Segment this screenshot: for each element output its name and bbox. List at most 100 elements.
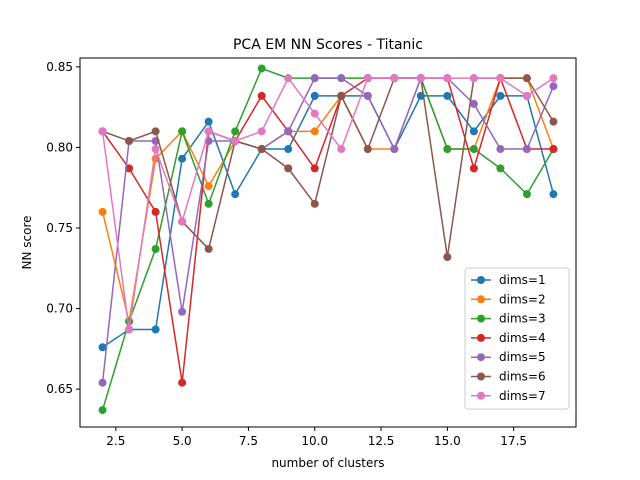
chart-title: PCA EM NN Scores - Titanic xyxy=(233,37,423,53)
legend-label: dims=6 xyxy=(499,370,546,384)
legend-swatch-marker xyxy=(477,391,485,400)
data-point xyxy=(151,207,160,216)
series-line xyxy=(101,77,554,331)
data-point xyxy=(125,164,134,173)
data-point xyxy=(443,145,452,154)
data-point xyxy=(178,154,187,163)
legend-label: dims=2 xyxy=(499,292,546,306)
data-point xyxy=(469,164,478,173)
data-point xyxy=(98,207,107,216)
data-point xyxy=(178,127,187,136)
data-point xyxy=(125,136,134,145)
data-point xyxy=(257,91,266,100)
data-point xyxy=(98,406,107,415)
data-point xyxy=(284,164,293,173)
y-tick-label: 0.75 xyxy=(46,221,73,235)
legend-label: dims=7 xyxy=(499,389,546,403)
data-point xyxy=(310,74,319,83)
data-point xyxy=(98,343,107,352)
legend-item: dims=2 xyxy=(471,292,546,306)
x-tick-label: 15.0 xyxy=(434,434,461,448)
data-point xyxy=(337,145,346,154)
data-point xyxy=(310,164,319,173)
legend-label: dims=3 xyxy=(499,312,546,326)
data-point xyxy=(178,378,187,387)
data-point xyxy=(469,99,478,108)
data-point xyxy=(257,64,266,73)
data-point xyxy=(204,127,213,136)
x-axis: 2.5 5.0 7.5 10.0 12.5 15.0 17.5 xyxy=(106,427,527,448)
legend-label: dims=5 xyxy=(499,350,546,364)
data-point xyxy=(337,74,346,83)
data-point xyxy=(469,127,478,136)
legend-item: dims=3 xyxy=(471,312,546,326)
data-point xyxy=(363,91,372,100)
legend-item: dims=1 xyxy=(471,273,546,287)
data-point xyxy=(496,91,505,100)
legend-swatch-marker xyxy=(477,276,485,284)
data-point xyxy=(496,145,505,154)
data-point xyxy=(337,91,346,100)
data-point xyxy=(125,325,134,334)
data-point xyxy=(363,74,372,83)
legend-swatch-marker xyxy=(477,372,485,381)
data-point xyxy=(496,74,505,83)
data-point xyxy=(549,145,558,154)
legend-item: dims=5 xyxy=(471,350,546,364)
data-point xyxy=(469,74,478,83)
data-point xyxy=(98,378,107,387)
data-point xyxy=(204,117,213,126)
data-point xyxy=(310,199,319,208)
data-point xyxy=(443,74,452,83)
x-tick-label: 12.5 xyxy=(368,434,395,448)
legend-label: dims=4 xyxy=(499,331,546,345)
data-point xyxy=(443,91,452,100)
series-dims-7 xyxy=(98,74,558,334)
data-point xyxy=(284,145,293,154)
data-point xyxy=(310,109,319,118)
data-point xyxy=(151,145,160,154)
data-point xyxy=(522,91,531,100)
data-point xyxy=(231,127,240,136)
data-point xyxy=(204,199,213,208)
data-point xyxy=(284,74,293,83)
legend-box xyxy=(464,267,570,410)
data-point xyxy=(522,190,531,199)
y-tick-label: 0.70 xyxy=(46,302,73,316)
x-tick-label: 2.5 xyxy=(106,434,125,448)
data-point xyxy=(257,127,266,136)
legend-swatch-marker xyxy=(477,314,485,323)
plot-area xyxy=(98,64,558,415)
data-point xyxy=(549,74,558,83)
legend-swatch-marker xyxy=(477,353,485,362)
data-point xyxy=(231,136,240,145)
data-point xyxy=(204,244,213,253)
data-point xyxy=(231,190,240,199)
series-dims-6 xyxy=(98,74,558,262)
legend-item: dims=7 xyxy=(471,389,546,403)
data-point xyxy=(549,190,558,199)
data-point xyxy=(98,127,107,136)
y-tick-label: 0.65 xyxy=(46,382,73,396)
plot-frame xyxy=(79,57,577,428)
x-tick-label: 7.5 xyxy=(239,434,258,448)
data-point xyxy=(443,253,452,262)
data-point xyxy=(204,182,213,191)
data-point xyxy=(390,74,399,83)
y-tick-label: 0.85 xyxy=(46,60,73,74)
y-axis: 0.65 0.70 0.75 0.80 0.85 xyxy=(46,60,80,396)
data-point xyxy=(549,82,558,91)
data-point xyxy=(310,127,319,136)
legend-swatch-marker xyxy=(477,295,485,304)
series-line xyxy=(102,95,555,348)
data-point xyxy=(151,325,160,334)
y-tick-label: 0.80 xyxy=(46,140,73,154)
data-point xyxy=(310,91,319,100)
data-point xyxy=(416,74,425,83)
x-tick-label: 10.0 xyxy=(301,434,328,448)
series-line xyxy=(101,77,555,323)
data-point xyxy=(469,145,478,154)
legend-swatch-marker xyxy=(477,333,485,342)
data-point xyxy=(178,307,187,316)
x-tick-label: 17.5 xyxy=(500,434,527,448)
